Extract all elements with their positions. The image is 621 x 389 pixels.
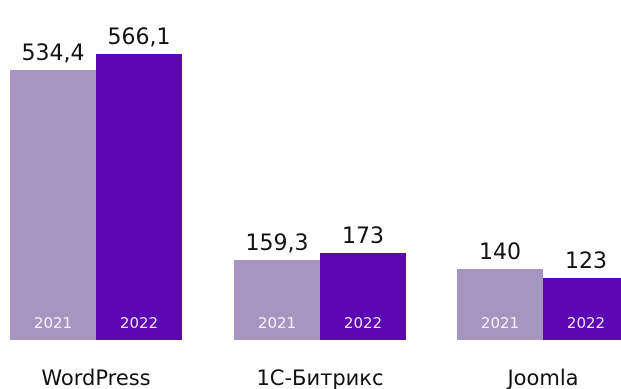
bar-2021-1	[234, 260, 320, 340]
bar-2022-2	[543, 278, 621, 340]
year-label-2022-0: 2022	[120, 314, 158, 332]
year-label-2021-0: 2021	[34, 314, 72, 332]
bar-2022-1	[320, 253, 406, 340]
year-label-2022-1: 2022	[344, 314, 382, 332]
year-label-2022-2: 2022	[567, 314, 605, 332]
category-label-1: 1С-Битрикс	[256, 366, 383, 389]
value-label-2022-0: 566,1	[108, 25, 171, 50]
bar-2021-0	[10, 70, 96, 340]
year-label-2021-2: 2021	[481, 314, 519, 332]
value-label-2021-0: 534,4	[22, 41, 85, 66]
bar-2022-0	[96, 54, 182, 340]
value-label-2022-1: 173	[342, 224, 384, 249]
category-label-2: Joomla	[505, 366, 578, 389]
value-label-2021-1: 159,3	[246, 231, 309, 256]
category-label-0: WordPress	[41, 366, 150, 389]
bar-2021-2	[457, 269, 543, 340]
year-label-2021-1: 2021	[258, 314, 296, 332]
value-label-2022-2: 123	[565, 249, 607, 274]
value-label-2021-2: 140	[479, 240, 521, 265]
